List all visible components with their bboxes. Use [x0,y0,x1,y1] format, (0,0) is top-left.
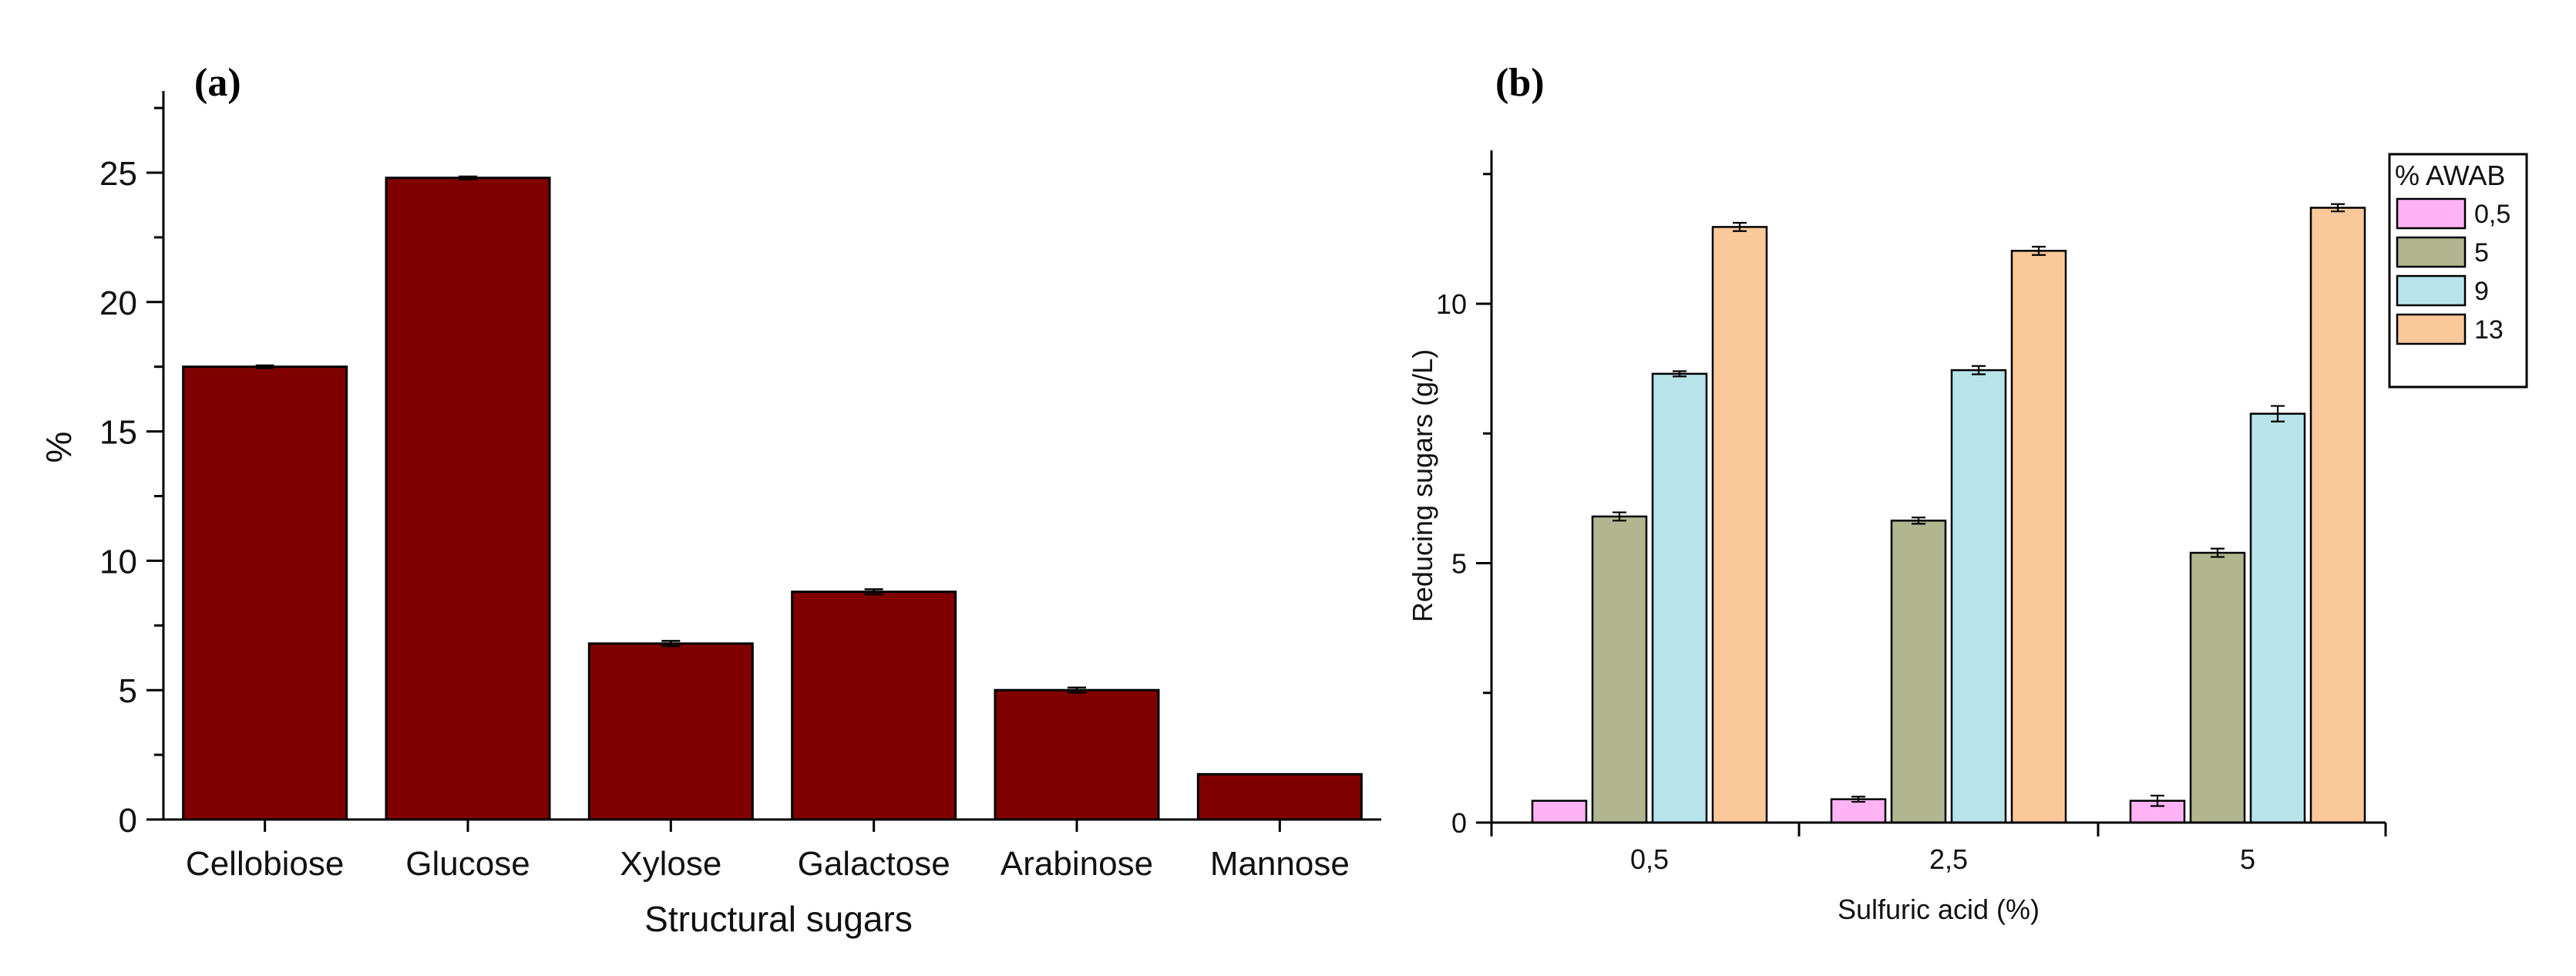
legend-swatch-3 [2396,274,2467,307]
panel-a-x-axis-label: Structural sugars [644,899,913,939]
panel-a-bar-galactose [791,591,957,821]
panel-a-category-label: Arabinose [1000,845,1153,883]
panel-b-y-axis-label: Reducing sugars (g/L) [1407,349,1438,622]
panel-b-bar-group-2-series-2 [1890,520,1947,824]
legend-label-1: 0,5 [2474,200,2510,229]
panel-a-y-tick-label: 0 [119,802,137,840]
panel-a-bar-arabinose [994,688,1160,821]
panel-b-bar-group-2-series-4 [2010,250,2067,824]
panel-b-x-axis-label: Sulfuric acid (%) [1838,894,2040,925]
legend-label-2: 5 [2474,238,2489,268]
panel-a-category-label: Mannose [1210,845,1350,883]
panel-a-category-label: Glucose [405,845,530,883]
panel-a-bars [182,175,1363,821]
panel-b-category-labels: 0,5 2,5 5 [1490,823,2387,875]
panel-b-category-label: 5 [2240,843,2255,875]
panel-a-bar-chart: (a) 0 5 10 15 20 25 Cellobiose Glucose Xylose Ga… [39,61,1381,939]
panel-a-y-tick-label: 15 [99,414,137,452]
panel-a-y-tick-label: 25 [99,155,137,193]
legend-label-4: 13 [2474,315,2504,345]
panel-b-bar-group-1-series-1 [1531,799,1588,824]
panel-a-bar-mannose [1196,772,1363,821]
legend-title: % AWAB [2395,160,2505,191]
panel-a-y-tick-label: 5 [119,672,137,710]
panel-a-bar-cellobiose [182,365,348,821]
panel-b-legend: % AWAB 0,5 5 9 13 [2388,153,2528,389]
panel-a-category-label: Galactose [798,845,950,883]
panel-a-bar-xylose [587,642,754,821]
panel-a-category-label: Xylose [620,845,721,883]
panel-b-y-ticks: 0 5 10 [1436,173,1491,839]
panel-a-y-axis-label: % [39,432,79,463]
panel-a-y-ticks: 0 5 10 15 20 25 [99,106,163,840]
panel-a-y-tick-label: 10 [99,543,137,581]
legend-items: 0,5 5 9 13 [2396,197,2510,345]
legend-swatch-2 [2396,236,2467,268]
panel-b-category-label: 2,5 [1929,843,1968,875]
panel-b-bar-group-1-series-2 [1591,515,1648,824]
panel-a-bar-glucose [385,177,551,821]
panel-a-label: (a) [194,61,241,105]
legend-frame [2388,153,2528,389]
panel-b-bar-group-3-series-3 [2249,412,2306,824]
panel-b-bar-group-2-series-1 [1830,798,1887,824]
panel-b-y-tick-label: 0 [1451,807,1467,839]
panel-b-bar-group-1-series-4 [1711,226,1768,824]
panel-b-y-tick-label: 10 [1436,288,1467,320]
panel-a-y-tick-label: 20 [99,284,137,322]
legend-label-3: 9 [2474,277,2489,306]
panel-a-category-labels: Cellobiose Glucose Xylose Galactose Arabinos… [186,820,1350,883]
panel-b-category-label: 0,5 [1630,843,1669,875]
panel-b-bar-group-1-series-3 [1651,372,1708,824]
panel-a-category-label: Cellobiose [186,845,344,883]
legend-swatch-4 [2396,313,2467,345]
panel-b-bar-group-2-series-3 [1950,369,2007,824]
panel-b-bar-group-3-series-4 [2309,207,2366,824]
panel-b-grouped-bar-chart: (b) 0 5 10 0,5 2,5 5 Reducing sugars (g/L) S… [1407,61,2528,925]
legend-swatch-1 [2396,197,2467,230]
panel-b-bars [1531,203,2366,824]
panel-b-bar-group-3-series-2 [2189,551,2246,824]
panel-b-y-tick-label: 5 [1451,548,1467,580]
panel-b-label: (b) [1495,61,1545,105]
